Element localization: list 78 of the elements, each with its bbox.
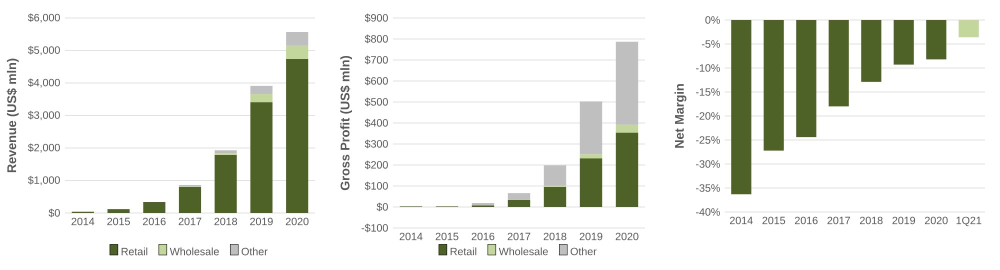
x-tick-label: 2018	[214, 218, 238, 226]
bar	[286, 58, 308, 213]
bar	[580, 154, 602, 158]
bar	[544, 186, 566, 207]
legend-label: Retail	[450, 247, 476, 256]
y-tick-label: -5%	[702, 40, 720, 48]
y-tick-label: -35%	[696, 184, 720, 192]
bar	[250, 102, 272, 213]
y-tick-label: $0	[48, 208, 60, 218]
x-tick-label: 2019	[580, 232, 602, 240]
bar	[108, 209, 130, 213]
bar	[616, 124, 638, 133]
bar	[544, 165, 566, 186]
y-tick-label: $100	[364, 182, 388, 190]
y-tick-label: -20%	[696, 112, 720, 120]
legend-label: Other	[570, 247, 597, 256]
y-tick-label: -15%	[696, 88, 720, 96]
x-tick-label: 2014	[400, 232, 423, 240]
x-tick-label: 2018	[860, 216, 883, 224]
y-tick-label: $400	[364, 118, 388, 128]
x-tick-label: 2019	[250, 218, 273, 226]
y-tick-label: $3,000	[28, 110, 60, 120]
bar	[214, 154, 237, 213]
x-tick-label: 2017	[508, 232, 530, 240]
y-tick-label: $700	[364, 56, 388, 64]
legend-label: Wholesale	[170, 248, 219, 256]
x-tick-label: 2020	[616, 232, 638, 240]
x-tick-label: 2017	[178, 218, 202, 226]
x-tick-label: 2020	[286, 218, 309, 226]
x-tick-label: 2019	[892, 216, 916, 224]
bar	[286, 46, 308, 59]
y-tick-label: $2,000	[28, 143, 60, 153]
x-tick-label: 2015	[762, 216, 786, 224]
bar	[178, 187, 202, 213]
y-tick-label: -25%	[696, 136, 720, 144]
y-tick-label: -10%	[696, 64, 720, 72]
bar	[250, 94, 272, 102]
y-tick-label: -40%	[696, 208, 720, 216]
y-tick-label: $4,000	[28, 78, 60, 88]
bar	[580, 158, 602, 207]
bar	[616, 132, 638, 207]
bar	[508, 200, 530, 207]
y-tick-label: $800	[364, 34, 388, 44]
y-axis-title: Gross Profit (US$ mln)	[340, 56, 352, 190]
x-tick-label: 2016	[143, 218, 166, 226]
bar	[143, 202, 166, 213]
x-tick-label: 2016	[472, 232, 494, 240]
y-tick-label: $5,000	[28, 46, 60, 56]
y-tick-label: 0%	[705, 16, 720, 24]
legend-label: Retail	[122, 248, 148, 256]
x-tick-label: 2016	[794, 216, 818, 224]
x-tick-label: 2020	[924, 216, 948, 224]
y-axis-title: Net Margin	[674, 84, 686, 148]
y-tick-label: $1,000	[28, 176, 60, 186]
y-tick-label: $200	[364, 160, 388, 170]
bar	[508, 193, 530, 200]
legend-label: Other	[242, 248, 268, 256]
x-tick-label: 1Q21	[956, 216, 982, 226]
bar	[286, 32, 308, 46]
bar	[250, 86, 272, 94]
legend-label: Wholesale	[498, 247, 548, 256]
y-tick-label: -$100	[362, 224, 388, 232]
y-tick-label: $600	[364, 76, 388, 86]
x-tick-label: 2015	[436, 232, 458, 240]
y-tick-label: -30%	[696, 160, 720, 168]
y-tick-label: $300	[364, 140, 388, 148]
x-tick-label: 2014	[730, 216, 753, 224]
bar	[580, 101, 602, 154]
y-tick-label: $500	[364, 98, 388, 106]
x-tick-label: 2018	[544, 232, 566, 240]
bar	[616, 42, 638, 125]
y-axis-title: Revenue (US$ mln)	[6, 58, 19, 172]
x-tick-label: 2014	[72, 218, 94, 226]
y-tick-label: $900	[364, 14, 388, 22]
x-tick-label: 2015	[107, 218, 130, 226]
x-tick-label: 2017	[827, 216, 850, 224]
y-tick-label: $6,000	[28, 13, 60, 23]
y-tick-label: $0	[376, 202, 388, 212]
